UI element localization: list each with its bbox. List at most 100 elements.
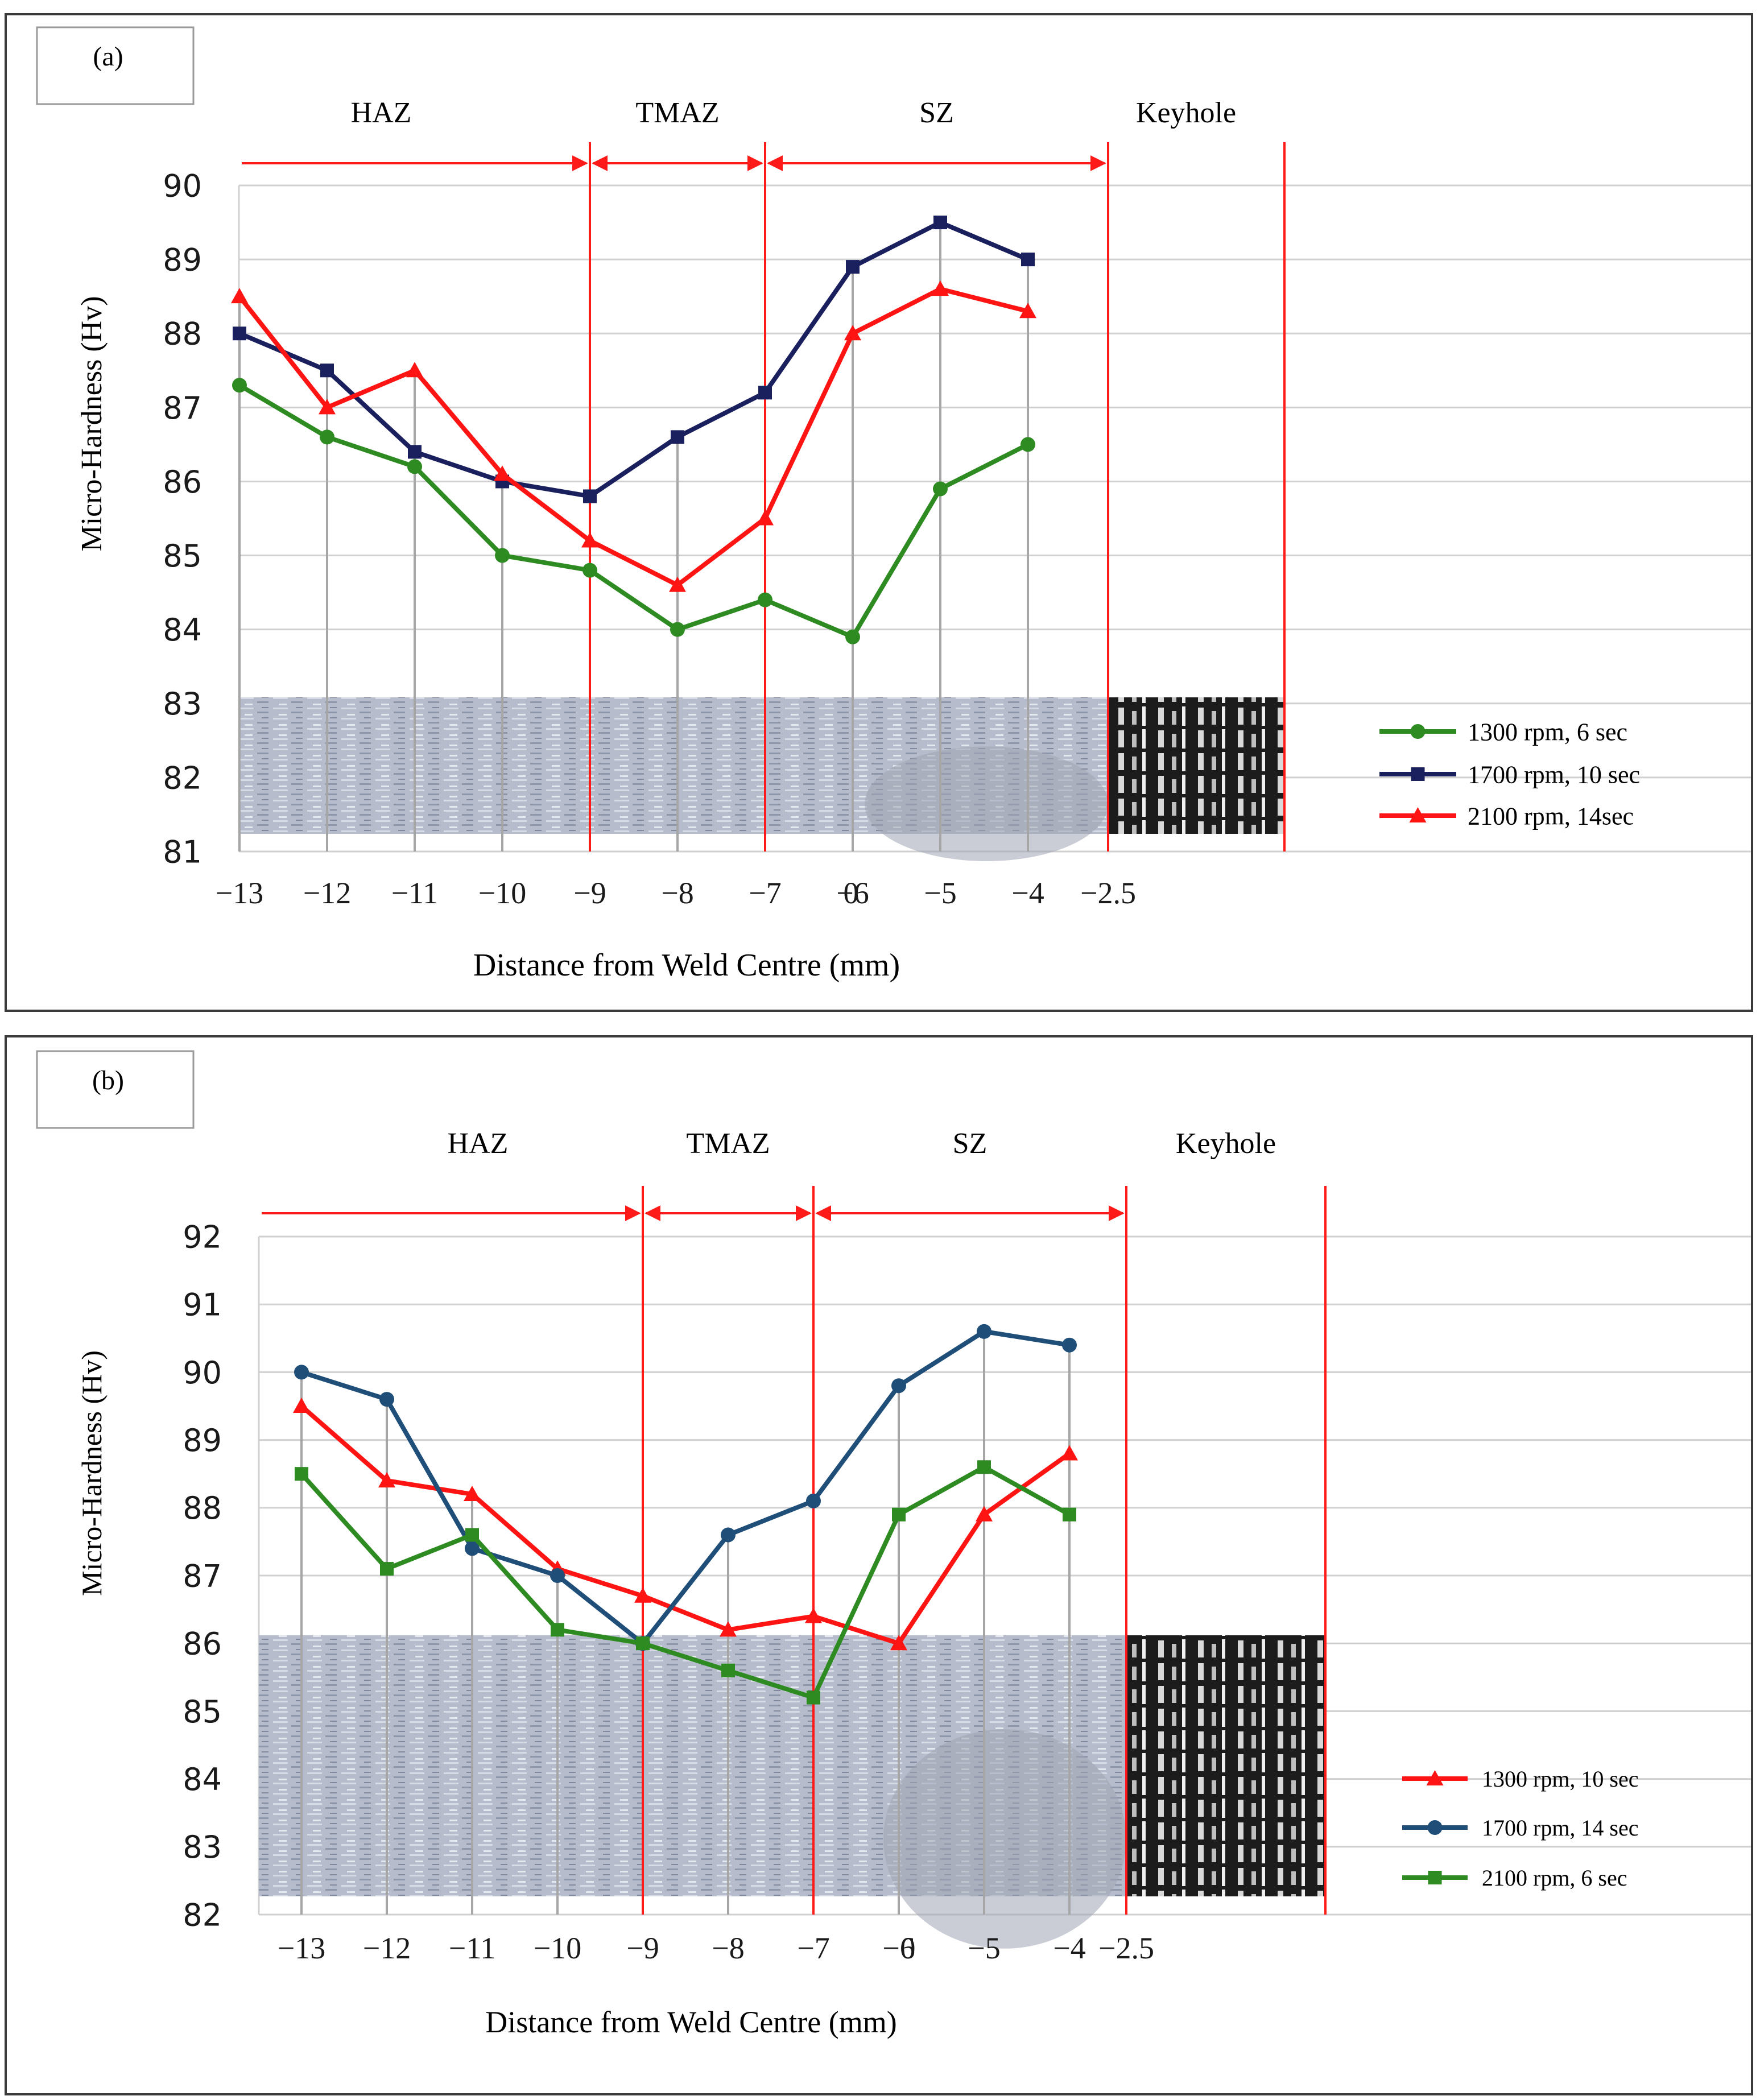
x-tick-label: −13 [216, 876, 263, 910]
panel-frame [5, 1035, 1753, 2095]
panel-label: (b) [92, 1065, 124, 1096]
series-line [237, 287, 1028, 588]
x-tick-label: −6 [882, 1931, 915, 1965]
x-tick-label: −8 [712, 1931, 744, 1965]
legend-label: 1700 rpm, 10 sec [1468, 760, 1640, 788]
legend-label: 2100 rpm, 14sec [1468, 802, 1634, 830]
data-point [408, 445, 422, 459]
data-point [465, 1528, 479, 1542]
panel-frame [5, 13, 1753, 1012]
x-tick-label: 0 [900, 1931, 916, 1965]
y-tick-label: 87 [183, 1558, 222, 1594]
panel-label: (a) [93, 42, 123, 72]
data-point [233, 326, 246, 341]
x-tick-label: −7 [797, 1931, 829, 1965]
data-point [669, 576, 686, 592]
keyhole-micrograph [1126, 1635, 1325, 1896]
y-tick-label: 92 [183, 1219, 222, 1255]
series-line [238, 220, 1029, 499]
y-tick-label: 89 [183, 1423, 222, 1458]
data-point [891, 1378, 906, 1394]
data-point [1021, 437, 1035, 452]
data-point [1061, 1445, 1078, 1461]
series-line [300, 1404, 1071, 1646]
zone-label: TMAZ [686, 1127, 770, 1160]
x-tick-label: −4 [1053, 1931, 1085, 1965]
x-axis-title: Distance from Weld Centre (mm) [485, 2005, 896, 2039]
data-point [582, 563, 597, 578]
data-point [583, 489, 597, 503]
data-point [407, 459, 422, 474]
data-point [976, 1506, 993, 1522]
x-tick-label: 0 [844, 876, 859, 910]
x-tick-label: −7 [749, 876, 781, 910]
data-point [758, 592, 772, 607]
y-tick-label: 82 [183, 1897, 222, 1933]
data-point [720, 1621, 737, 1637]
x-tick-label: −4 [1011, 876, 1044, 910]
data-point [670, 622, 685, 637]
x-tick-label: −5 [968, 1931, 1000, 1965]
series-line [238, 383, 1029, 639]
x-tick-label: −12 [303, 876, 351, 910]
legend-marker [1411, 767, 1425, 781]
legend-marker [1427, 1820, 1443, 1835]
data-point [581, 532, 598, 548]
x-tick-label: −13 [278, 1931, 325, 1965]
data-point [757, 510, 774, 526]
y-tick-label: 88 [163, 316, 202, 352]
stir-zone-shading [865, 746, 1108, 861]
data-point [636, 1636, 650, 1651]
data-point [890, 1635, 907, 1651]
data-point [721, 1663, 735, 1677]
zone-label: SZ [919, 97, 954, 129]
zone-label: SZ [953, 1127, 988, 1160]
data-point [892, 1507, 906, 1522]
legend-marker [1426, 1770, 1444, 1785]
data-point [845, 629, 860, 644]
zone-label: Keyhole [1136, 97, 1236, 129]
legend-marker [1410, 724, 1426, 739]
data-point [1062, 1337, 1077, 1353]
y-axis-title: Micro-Hardness (Hv) [76, 1350, 108, 1596]
x-tick-label: −8 [661, 876, 693, 910]
y-tick-label: 85 [163, 538, 202, 574]
data-point [1019, 303, 1036, 319]
x-tick-label: −11 [391, 876, 438, 910]
data-point [806, 1493, 821, 1508]
chart-panel-a: (a) 81 82 83 84 85 86 87 88 89 90 HAZ TMAZ SZ Keyhole −… [5, 13, 1753, 1012]
zone-label: HAZ [351, 97, 412, 129]
data-point [550, 1568, 565, 1583]
y-tick-label: 88 [183, 1490, 222, 1526]
data-point [231, 288, 248, 304]
data-point [294, 1365, 309, 1380]
y-axis-title: Micro-Hardness (Hv) [76, 296, 108, 551]
y-tick-label: 83 [163, 686, 202, 722]
data-point [295, 1467, 308, 1481]
legend-marker [1409, 807, 1427, 822]
data-point [494, 465, 511, 481]
stir-zone-shading [883, 1729, 1126, 1949]
data-point [232, 378, 247, 393]
legend-marker [1428, 1871, 1442, 1884]
data-point [846, 260, 860, 274]
y-tick-label: 87 [163, 390, 202, 426]
zone-label: Keyhole [1176, 1127, 1276, 1160]
data-point [805, 1607, 822, 1623]
data-point [671, 430, 684, 444]
data-point [406, 362, 423, 378]
data-point [932, 280, 949, 296]
data-point [320, 429, 334, 445]
chart-panel-b: (b) 82 83 84 85 86 87 88 89 90 91 92 HAZ TMAZ SZ Keyhol… [5, 1035, 1753, 2095]
x-axis-title: Distance from Weld Centre (mm) [473, 948, 900, 983]
data-point [1063, 1507, 1076, 1522]
data-point [320, 363, 334, 378]
x-tick-label: −2.5 [1080, 876, 1136, 910]
keyhole-micrograph [1108, 697, 1284, 834]
y-tick-label: 90 [183, 1355, 222, 1391]
x-tick-label: −9 [626, 1931, 659, 1965]
data-point [378, 1472, 395, 1488]
panel-tag-box [36, 1050, 195, 1129]
data-point [380, 1562, 394, 1576]
x-tick-label: −9 [573, 876, 606, 910]
